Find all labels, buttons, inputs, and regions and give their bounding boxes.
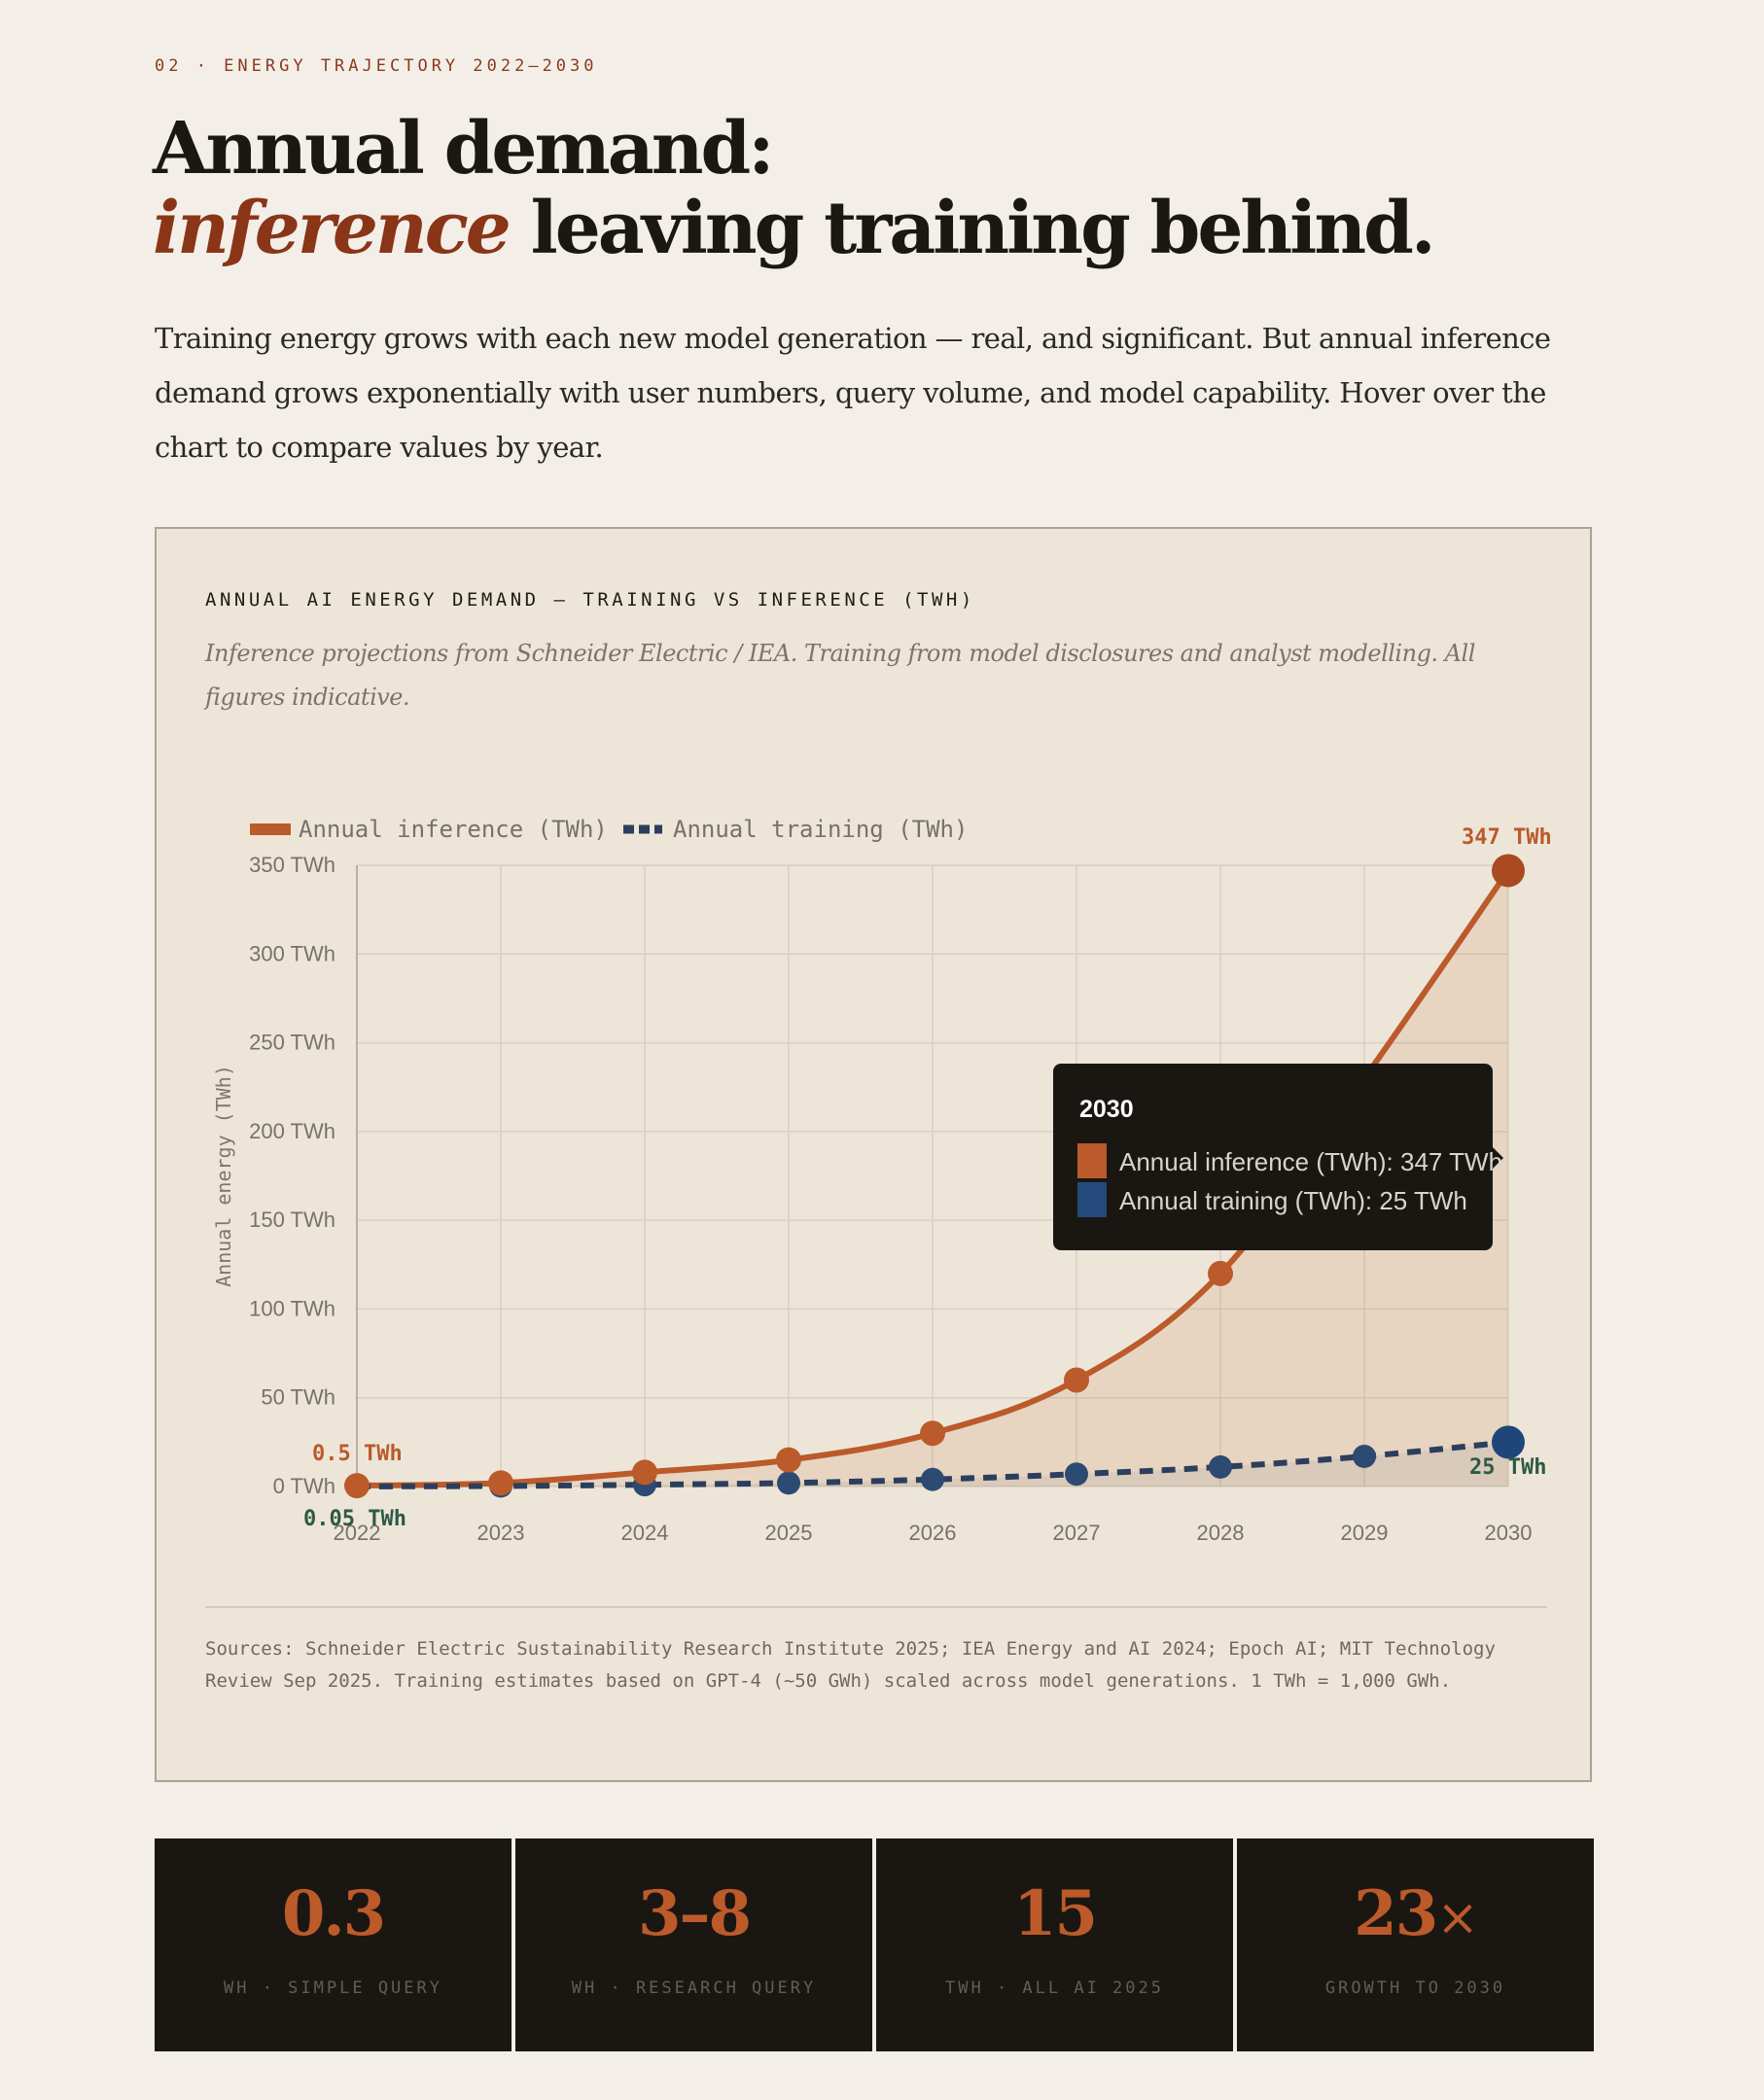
title-accent: inference (153, 187, 512, 270)
stat-number: 0.3 (281, 1877, 386, 1950)
legend-swatch-inference (250, 823, 291, 835)
x-tick-label: 2030 (1485, 1521, 1533, 1545)
stat-card-growth: 23× GROWTH TO 2030 (1237, 1838, 1594, 2051)
stat-card-simple-query: 0.3 WH · SIMPLE QUERY (155, 1838, 512, 2051)
y-axis: 0 TWh 50 TWh 100 TWh 150 TWh 200 TWh 250 TWh 3… (249, 853, 335, 1498)
inference-point[interactable] (632, 1459, 657, 1486)
energy-line-chart[interactable]: 0 TWh 50 TWh 100 TWh 150 TWh 200 TWh 250 TWh 3… (157, 529, 1594, 1598)
y-tick-label: 250 TWh (249, 1031, 335, 1055)
annotation-inference-start: 0.5 TWh (312, 1442, 403, 1466)
legend-label-inference: Annual inference (TWh) (299, 816, 608, 843)
inference-point[interactable] (1208, 1260, 1233, 1286)
title-line-2: leaving training behind. (508, 187, 1436, 270)
chart-card: ANNUAL AI ENERGY DEMAND — TRAINING VS IN… (155, 527, 1592, 1782)
y-tick-label: 200 TWh (249, 1119, 335, 1143)
y-tick-label: 100 TWh (249, 1296, 335, 1320)
stat-card-research-query: 3–8 WH · RESEARCH QUERY (515, 1838, 872, 2051)
stat-number: 3–8 (637, 1877, 752, 1950)
inference-point[interactable] (776, 1447, 801, 1473)
stat-label: WH · SIMPLE QUERY (224, 1978, 442, 1998)
stat-number: 23 (1354, 1877, 1438, 1950)
training-point[interactable] (921, 1467, 944, 1491)
stat-label: WH · RESEARCH QUERY (571, 1978, 817, 1998)
title-line-1: Annual demand: (153, 107, 775, 191)
legend-label-training: Annual training (TWh) (673, 816, 968, 843)
x-tick-label: 2029 (1341, 1521, 1389, 1545)
y-tick-label: 50 TWh (261, 1385, 335, 1410)
chart-tooltip: 2030 Annual inference (TWh): 347 TWh Annua… (1053, 1064, 1503, 1250)
x-tick-label: 2023 (477, 1521, 525, 1545)
inference-point[interactable] (488, 1470, 513, 1496)
section-eyebrow: 02 · ENERGY TRAJECTORY 2022–2030 (155, 56, 598, 76)
y-tick-label: 0 TWh (273, 1474, 335, 1498)
tooltip-line-training: Annual training (TWh): 25 TWh (1119, 1186, 1467, 1215)
stat-suffix: × (1436, 1889, 1479, 1947)
training-point[interactable] (777, 1471, 800, 1495)
stat-label: GROWTH TO 2030 (1324, 1978, 1506, 1998)
y-tick-label: 150 TWh (249, 1208, 335, 1232)
stat-value: 23× (1237, 1877, 1594, 1950)
chart-annotations: 0.5 TWh 0.05 TWh 347 TWh 25 TWh (303, 825, 1552, 1531)
x-tick-label: 2025 (765, 1521, 813, 1545)
stat-value: 0.3 (155, 1877, 512, 1950)
x-tick-label: 2026 (909, 1521, 957, 1545)
inference-point[interactable] (920, 1420, 945, 1447)
annotation-training-start: 0.05 TWh (303, 1507, 406, 1531)
x-tick-label: 2024 (621, 1521, 669, 1545)
y-tick-label: 300 TWh (249, 941, 335, 965)
x-tick-label: 2028 (1197, 1521, 1245, 1545)
chart-subtitle: Inference projections from Schneider Ele… (205, 640, 1475, 711)
annotation-training-end: 25 TWh (1469, 1455, 1546, 1480)
training-point[interactable] (1353, 1444, 1376, 1468)
tooltip-title: 2030 (1079, 1096, 1134, 1123)
stat-value: 15 (876, 1877, 1233, 1950)
chart-legend: Annual inference (TWh) Annual training (T… (250, 816, 968, 843)
tooltip-swatch-training (1077, 1182, 1107, 1217)
data-points (344, 854, 1525, 1499)
x-axis: 2022 2023 2024 2025 2026 2027 2028 2029 2030 (334, 1521, 1533, 1545)
inference-point[interactable] (344, 1473, 370, 1499)
intro-paragraph: Training energy grows with each new mode… (155, 322, 1551, 464)
training-line (356, 1439, 1509, 1489)
training-point[interactable] (1492, 1425, 1525, 1459)
stats-row: 0.3 WH · SIMPLE QUERY 3–8 WH · RESEARCH … (155, 1838, 1594, 2051)
training-point[interactable] (1065, 1462, 1088, 1487)
card-divider (205, 1606, 1547, 1608)
training-point[interactable] (1209, 1454, 1232, 1479)
sources-note: Sources: Schneider Electric Sustainabili… (205, 1638, 1496, 1692)
annotation-inference-end: 347 TWh (1462, 825, 1552, 850)
x-tick-label: 2022 (334, 1521, 381, 1545)
x-tick-label: 2027 (1053, 1521, 1101, 1545)
inference-point[interactable] (1064, 1367, 1089, 1393)
stat-value: 3–8 (515, 1877, 872, 1950)
stat-card-all-ai: 15 TWH · ALL AI 2025 (876, 1838, 1233, 2051)
page-title: Annual demand: inference leaving trainin… (153, 107, 1436, 270)
chart-title: ANNUAL AI ENERGY DEMAND — TRAINING VS IN… (205, 589, 975, 611)
y-axis-title: Annual energy (TWh) (212, 1065, 235, 1287)
tooltip-caret (1493, 1147, 1503, 1169)
y-tick-label: 350 TWh (249, 853, 335, 877)
inference-point[interactable] (1492, 854, 1525, 888)
tooltip-line-inference: Annual inference (TWh): 347 TWh (1119, 1147, 1502, 1176)
stat-number: 15 (1012, 1877, 1098, 1950)
inference-area (357, 870, 1508, 1487)
tooltip-box (1053, 1064, 1493, 1250)
stat-label: TWH · ALL AI 2025 (945, 1978, 1164, 1998)
tooltip-swatch-inference (1077, 1143, 1107, 1178)
